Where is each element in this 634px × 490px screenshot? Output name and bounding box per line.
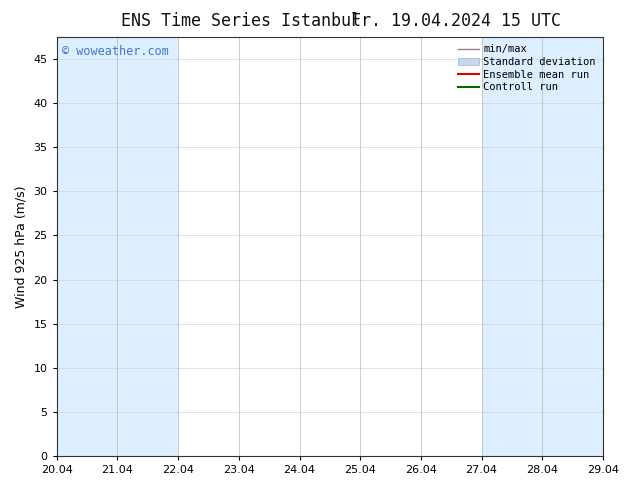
Text: ENS Time Series Istanbul: ENS Time Series Istanbul xyxy=(121,12,361,30)
Y-axis label: Wind 925 hPa (m/s): Wind 925 hPa (m/s) xyxy=(15,185,28,308)
Text: Fr. 19.04.2024 15 UTC: Fr. 19.04.2024 15 UTC xyxy=(351,12,562,30)
Bar xyxy=(56,37,117,456)
Bar xyxy=(542,37,603,456)
Text: © woweather.com: © woweather.com xyxy=(62,46,169,58)
Legend: min/max, Standard deviation, Ensemble mean run, Controll run: min/max, Standard deviation, Ensemble me… xyxy=(454,40,600,97)
Bar xyxy=(482,37,542,456)
Bar xyxy=(117,37,178,456)
